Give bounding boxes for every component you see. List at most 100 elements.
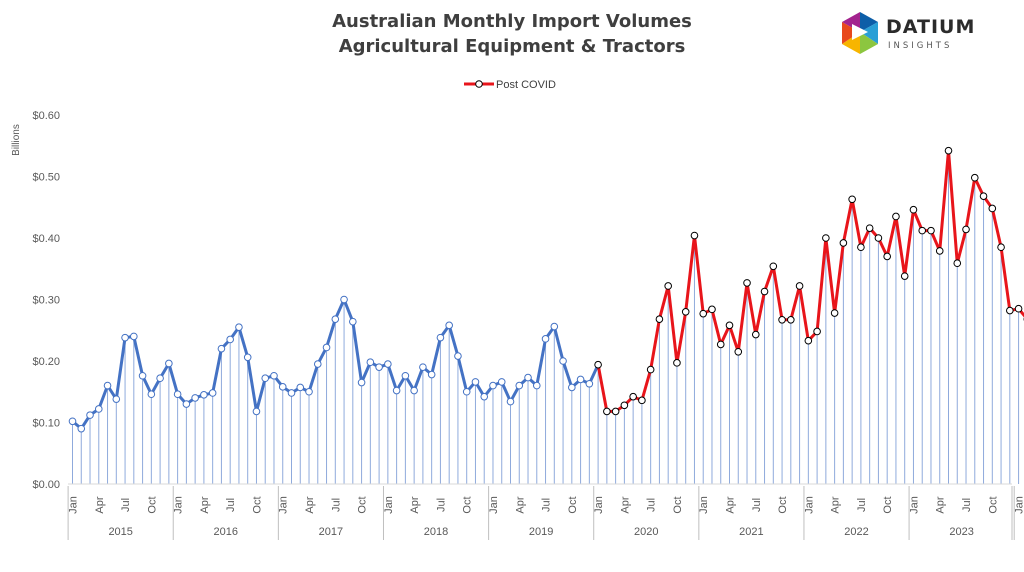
data-point-pre (322, 343, 331, 352)
data-point-post (620, 401, 629, 410)
chart-title-line-1: Australian Monthly Import Volumes (332, 11, 692, 32)
data-point-post (927, 226, 935, 235)
x-month-tick-label: Jul (435, 498, 447, 512)
x-month-tick-label: Jan (1014, 496, 1024, 514)
data-point-post (839, 239, 848, 247)
data-point-pre (86, 411, 94, 419)
x-year-label: 2017 (319, 526, 343, 538)
data-point-post (795, 282, 804, 290)
data-point-pre (313, 360, 322, 368)
data-point-post (970, 173, 979, 182)
data-point-pre (261, 374, 270, 383)
x-month-tick-label: Oct (357, 496, 369, 513)
x-month-tick-label: Oct (567, 496, 579, 513)
data-point-post (1014, 304, 1023, 313)
y-tick-label: $0.10 (32, 418, 60, 430)
data-point-pre (173, 390, 182, 399)
data-point-pre (208, 389, 217, 397)
x-month-tick-label: Oct (462, 496, 474, 513)
data-point-post (804, 336, 813, 345)
legend-marker-post-covid (475, 80, 483, 88)
x-month-tick-label: Jul (646, 498, 658, 512)
data-point-pre (401, 371, 410, 380)
data-point-pre (226, 335, 234, 344)
data-point-pre (445, 321, 453, 330)
x-month-tick-label: Jan (698, 496, 710, 514)
data-point-post (778, 315, 786, 324)
data-point-post (708, 305, 716, 314)
data-point-pre (296, 383, 305, 392)
data-point-pre (200, 391, 208, 399)
data-point-post (830, 309, 839, 317)
x-month-tick-label: Apr (94, 496, 106, 513)
x-month-tick-label: Jan (908, 496, 920, 514)
x-month-tick-label: Oct (251, 496, 263, 513)
data-point-pre (497, 378, 506, 386)
data-point-post (681, 308, 690, 316)
data-point-pre (147, 390, 156, 399)
data-point-post (883, 252, 891, 261)
x-month-tick-label: Apr (935, 496, 947, 513)
x-month-tick-label: Jan (383, 496, 395, 514)
data-point-pre (559, 357, 567, 365)
logo-mark-icon (842, 12, 878, 54)
x-month-tick-label: Apr (304, 496, 316, 513)
data-point-pre (77, 424, 86, 433)
x-month-tick-label: Jul (856, 498, 868, 512)
x-month-tick-label: Jul (961, 498, 973, 512)
data-point-post (857, 243, 865, 252)
data-point-post (865, 224, 874, 232)
x-month-tick-label: Apr (514, 496, 526, 513)
x-month-tick-label: Jan (278, 496, 290, 514)
y-tick-label: $0.50 (32, 172, 60, 184)
x-year-label: 2022 (844, 526, 868, 538)
data-point-pre (515, 381, 524, 390)
datium-logo: DATIUM INSIGHTS (838, 10, 978, 56)
data-point-post (1006, 306, 1014, 315)
data-point-pre (103, 381, 112, 390)
data-point-pre (541, 335, 550, 343)
data-point-pre (349, 317, 357, 326)
data-point-pre (138, 371, 147, 380)
data-point-pre (532, 381, 541, 390)
data-point-post (743, 279, 751, 287)
data-point-post (690, 231, 699, 240)
chart-title-line-2: Agricultural Equipment & Tractors (338, 36, 686, 57)
data-point-post (611, 407, 620, 416)
data-point-post (962, 225, 970, 234)
data-point-pre (287, 389, 296, 397)
data-point-pre (427, 370, 436, 379)
data-point-post (900, 272, 909, 280)
data-point-pre (243, 353, 252, 362)
data-point-post (751, 330, 760, 339)
data-point-pre (191, 394, 199, 402)
data-point-pre (471, 378, 480, 386)
data-point-post (760, 287, 769, 296)
x-month-tick-label: Apr (619, 496, 631, 513)
legend-label-post-covid: Post COVID (496, 79, 556, 91)
x-month-tick-label: Jul (541, 498, 553, 512)
y-tick-label: $0.20 (32, 356, 60, 368)
data-point-pre (112, 395, 121, 403)
data-point-pre (576, 375, 585, 384)
data-point-post (664, 282, 672, 290)
y-tick-label: $0.00 (32, 479, 60, 491)
data-point-pre (278, 383, 287, 391)
y-tick-label: $0.60 (32, 110, 60, 122)
data-point-post (673, 359, 681, 367)
data-point-pre (94, 405, 103, 413)
data-point-pre (182, 400, 191, 408)
data-point-post (716, 340, 725, 349)
data-point-pre (165, 359, 173, 368)
data-point-pre (550, 322, 559, 331)
x-month-tick-label: Jan (803, 496, 815, 514)
x-year-label: 2019 (529, 526, 553, 538)
data-point-pre (121, 333, 129, 342)
x-month-tick-label: Jan (173, 496, 185, 514)
x-year-label: 2020 (634, 526, 658, 538)
data-point-post (725, 321, 734, 330)
data-point-pre (217, 344, 226, 353)
data-point-post (935, 247, 944, 255)
x-year-label: 2015 (108, 526, 132, 538)
logo-wordmark: DATIUM (886, 16, 976, 38)
